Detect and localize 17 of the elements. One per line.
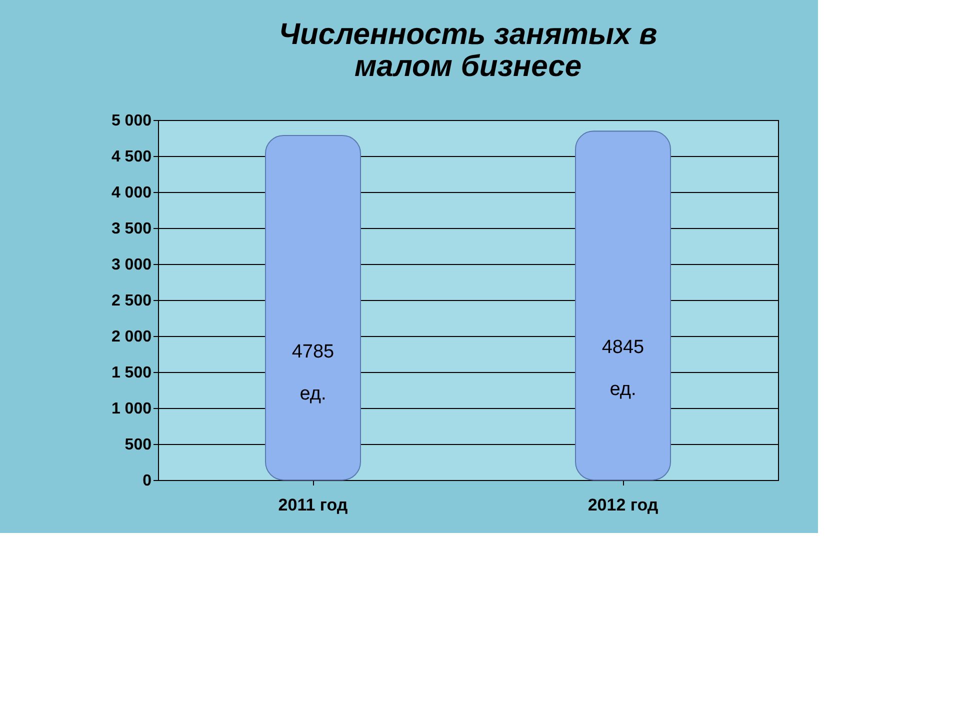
y-tick-label: 2 500 [111,292,152,310]
y-tick-label: 1 500 [111,364,152,382]
y-tick-label: 4 000 [111,184,152,202]
y-tick-label: 5 000 [111,112,152,130]
y-tick-label: 1 000 [111,400,152,418]
text: малом бизнесе [354,50,582,83]
y-tick-label: 500 [124,436,152,454]
y-tick-label: 0 [142,472,152,490]
data-label: 4845 ед. [602,337,644,400]
x-tick-label: 2012 год [588,496,658,514]
x-tick-label: 2011 год [278,496,348,514]
text: Численность занятых в [278,18,658,51]
y-tick-label: 4 500 [111,148,152,166]
y-tick-label: 3 000 [111,256,152,274]
data-label: 4785 ед. [292,341,334,404]
y-tick-label: 2 000 [111,328,152,346]
y-tick-label: 3 500 [111,220,152,238]
